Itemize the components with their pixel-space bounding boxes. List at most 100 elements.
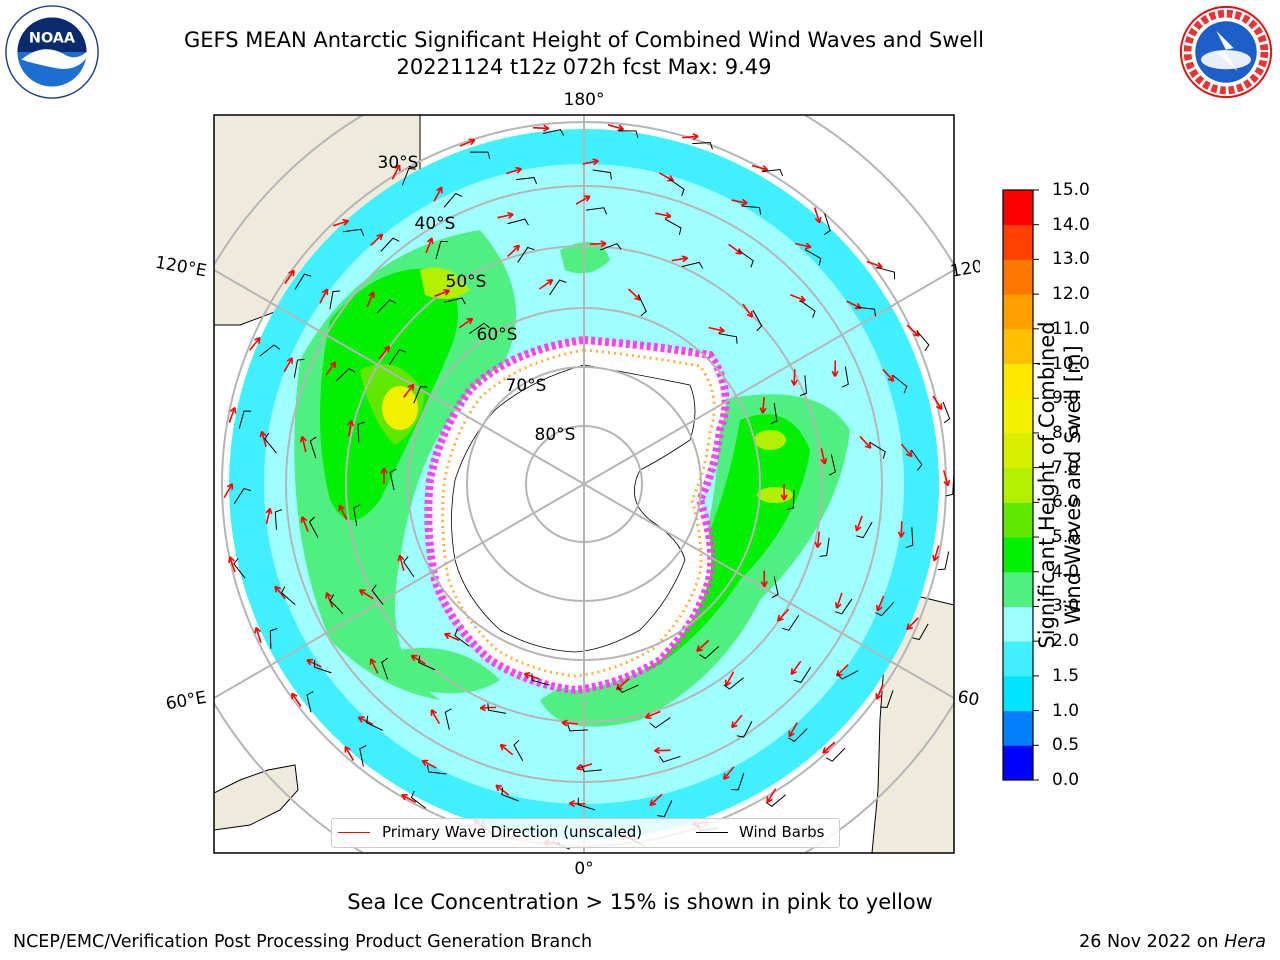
wave-arrow-head (401, 794, 406, 801)
wave-arrow-head (793, 379, 798, 386)
wind-barb (403, 556, 415, 578)
nws-logo (1179, 5, 1273, 99)
wave-arrow-head (499, 744, 504, 751)
wave-arrow-head (814, 218, 821, 224)
wave-arrow-head (759, 407, 764, 414)
wave-arrow (561, 721, 578, 725)
wave-arrow (325, 592, 334, 608)
wave-arrow-head (777, 618, 784, 622)
wave-arrow-head (854, 524, 858, 532)
wave-arrow-head (791, 670, 798, 675)
wave-zone-8-9m (382, 386, 418, 430)
wave-arrow-head (824, 457, 828, 465)
wave-arrow (932, 395, 943, 410)
wave-arrow (344, 746, 355, 761)
wave-arrow-head (431, 709, 437, 714)
wave-arrow-head (654, 749, 661, 755)
wind-barb (659, 755, 681, 763)
wave-arrow-head (500, 743, 507, 747)
colorbar-tick-label: 15.0 (1052, 180, 1090, 200)
wind-barb (837, 670, 859, 680)
wave-arrow-head (333, 361, 337, 369)
lon-label-60w: 60°W (956, 687, 980, 715)
wave-arrow-head (507, 211, 514, 216)
wind-barb (618, 130, 639, 138)
wave-arrow-head (831, 370, 836, 377)
footer-branch: NCEP/EMC/Verification Post Processing Pr… (13, 932, 593, 952)
wave-arrow (607, 124, 624, 130)
wave-arrow-head (718, 330, 725, 334)
wind-barb (469, 322, 490, 335)
wave-arrow-head (645, 716, 652, 720)
wave-zone-6-7m-east (754, 430, 786, 450)
wind-barb (617, 684, 639, 694)
wave-arrow (766, 788, 777, 803)
wave-arrow-head (274, 586, 278, 593)
wave-arrow-head (788, 732, 795, 738)
wave-arrow-head (742, 198, 748, 204)
wave-arrow-head (300, 516, 303, 523)
wind-barb (380, 237, 400, 252)
wave-arrow-head (576, 767, 583, 771)
wave-arrow (421, 759, 437, 769)
wave-arrow-head (876, 694, 882, 700)
wave-arrow-head (321, 288, 328, 294)
wave-arrow-head (561, 721, 568, 727)
wave-arrow (265, 508, 271, 525)
wind-barb (507, 218, 529, 226)
wind-barb (942, 401, 951, 424)
wave-arrow-head (897, 531, 902, 538)
wind-barb (531, 673, 550, 686)
wind-barb (306, 691, 314, 713)
wave-arrow-head (261, 430, 267, 437)
wave-arrow (855, 515, 863, 532)
wind-barb (819, 537, 830, 557)
wave-arrow (274, 585, 286, 600)
wave-arrow-head (383, 467, 388, 474)
meridian-60e (214, 483, 585, 699)
wave-arrow-head (875, 604, 879, 612)
wave-arrow-head (805, 242, 812, 248)
wave-arrow-head (799, 299, 806, 303)
wave-arrow-head (515, 166, 522, 170)
wind-barb (343, 228, 365, 236)
colorbar-tick-label: 6.0 (1052, 492, 1080, 513)
colorbar-bin (1003, 363, 1033, 399)
antarctica-coast (451, 364, 696, 653)
wind-barb (410, 790, 427, 809)
wave-arrow (411, 654, 426, 665)
wave-arrow-head (288, 269, 295, 274)
footer-date: 26 Nov 2022 on Hera (1079, 932, 1266, 952)
noaa-logo: NOAA (5, 5, 99, 99)
wave-arrow-head (543, 127, 550, 132)
wave-arrow-head (864, 445, 871, 449)
wave-arrow-head (776, 614, 781, 622)
wind-barb (731, 772, 745, 791)
wave-arrow (777, 608, 790, 622)
wave-arrow-head (723, 776, 730, 780)
lat-label-40s: 40°S (415, 214, 456, 234)
wave-arrow-head (549, 279, 554, 286)
wind-barb (912, 623, 929, 641)
wave-arrow (398, 555, 405, 571)
noaa-logo-text: NOAA (29, 30, 76, 46)
wave-arrow-head (905, 453, 912, 458)
wind-barb (916, 330, 930, 352)
wave-arrow-head (421, 760, 427, 767)
africa-land (214, 764, 299, 831)
wave-arrow-head (835, 669, 840, 677)
wave-arrow-head (735, 252, 742, 255)
wave-arrow-head (804, 246, 812, 250)
wave-arrow-head (664, 215, 672, 219)
wave-arrow-head (834, 602, 838, 609)
wave-arrow-head (750, 311, 754, 318)
wave-arrow (370, 233, 384, 246)
wave-arrow (708, 326, 725, 332)
wind-barb (281, 586, 296, 606)
wave-arrow-head (254, 627, 258, 634)
wave-arrow (425, 237, 433, 254)
wave-arrow (497, 213, 514, 219)
wave-arrow-head (568, 802, 575, 808)
chart-subtitle: 20221124 t12z 072h fcst Max: 9.49 (396, 55, 772, 79)
wave-arrow (358, 716, 374, 726)
